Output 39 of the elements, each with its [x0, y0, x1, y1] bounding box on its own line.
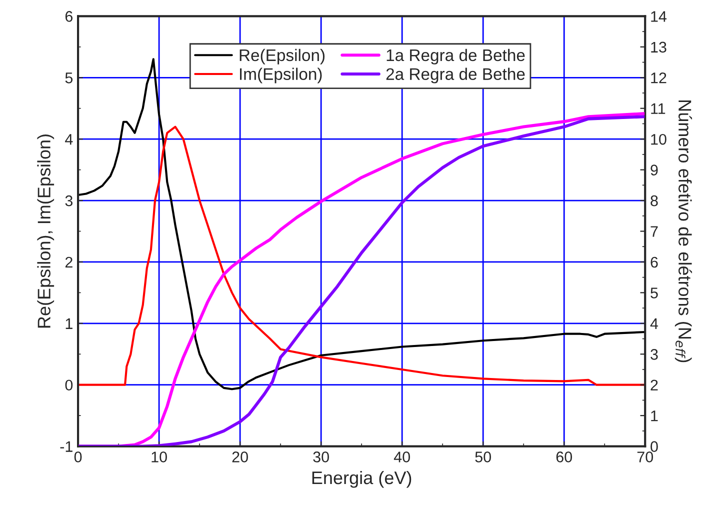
- x-axis-title: Energia (eV): [312, 470, 412, 488]
- y-tick-label: 3: [65, 195, 73, 206]
- y2-tick-label: 10: [651, 134, 666, 145]
- y2-tick-label: 3: [650, 348, 658, 360]
- y-tick-label: 5: [65, 72, 73, 84]
- x-tick-label: 70: [637, 452, 654, 462]
- y2-tick-label: 8: [650, 195, 658, 206]
- y-axis-title: Re(Epsilon), Im(Epsilon): [37, 134, 54, 328]
- y2-tick-label: 9: [650, 164, 658, 176]
- y2-tick-label: 4: [650, 318, 658, 329]
- y2-tick-label: 11: [651, 103, 666, 114]
- x-tick-label: 30: [313, 452, 329, 462]
- y-tick-label: 0: [65, 380, 73, 391]
- y-tick-label: -1: [60, 441, 72, 452]
- y-tick-label: 4: [65, 134, 73, 145]
- x-tick-label: 50: [475, 452, 491, 462]
- x-tick-label: 60: [556, 452, 572, 462]
- y2-axis-title: Número efetivo de elétrons (N$_{eff}$): [674, 100, 692, 362]
- legend-label: Im(Epsilon): [240, 68, 322, 84]
- y2-tick-label: 6: [650, 256, 658, 268]
- legend-label: 2a Regra de Bethe: [386, 68, 525, 84]
- y-tick-label: 2: [65, 256, 72, 268]
- y2-tick-label: 7: [650, 226, 658, 237]
- x-tick-label: 20: [232, 452, 248, 462]
- line-series: [78, 126, 646, 386]
- y2-tick-label: 1: [651, 410, 658, 422]
- y2-tick-label: 0: [650, 441, 658, 452]
- x-tick-label: 40: [394, 452, 410, 462]
- y2-tick-label: 5: [650, 288, 658, 298]
- y2-tick-label: 14: [651, 11, 667, 22]
- x-tick-label: 0: [74, 452, 82, 462]
- y-tick-label: 6: [65, 11, 73, 22]
- y2-tick-label: 2: [650, 380, 658, 390]
- y2-tick-label: 13: [651, 42, 666, 53]
- y-tick-label: 1: [66, 318, 72, 329]
- y2-tick-label: 12: [651, 72, 666, 84]
- legend-label: 1a Regra de Bethe: [386, 48, 525, 64]
- legend-label: Re(Epsilon): [240, 48, 325, 64]
- x-tick-label: 10: [152, 452, 167, 462]
